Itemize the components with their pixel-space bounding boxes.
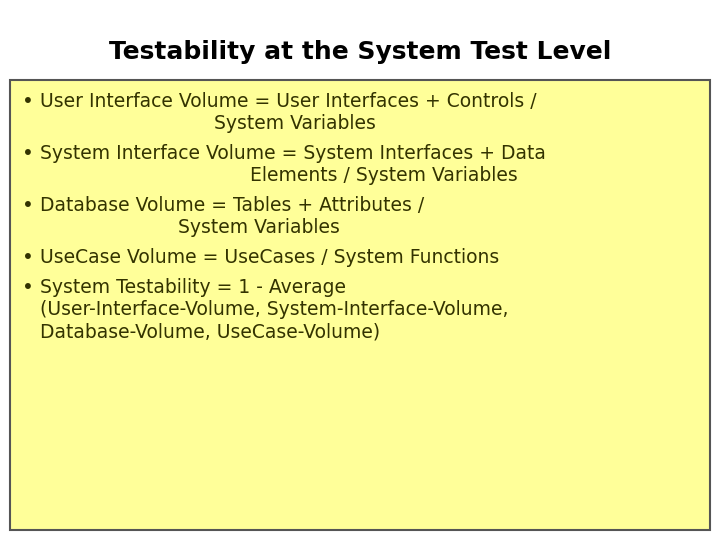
Text: Elements / System Variables: Elements / System Variables	[40, 166, 518, 185]
Text: (User-Interface-Volume, System-Interface-Volume,: (User-Interface-Volume, System-Interface…	[40, 300, 508, 319]
Text: •: •	[22, 278, 34, 297]
FancyBboxPatch shape	[10, 80, 710, 530]
Text: Testability at the System Test Level: Testability at the System Test Level	[109, 40, 611, 64]
Text: System Variables: System Variables	[40, 114, 376, 133]
Text: •: •	[22, 248, 34, 267]
Text: Database-Volume, UseCase-Volume): Database-Volume, UseCase-Volume)	[40, 322, 380, 341]
Text: System Testability = 1 - Average: System Testability = 1 - Average	[40, 278, 346, 297]
Text: User Interface Volume = User Interfaces + Controls /: User Interface Volume = User Interfaces …	[40, 92, 536, 111]
Text: •: •	[22, 144, 34, 163]
Text: System Variables: System Variables	[40, 218, 340, 237]
Text: Database Volume = Tables + Attributes /: Database Volume = Tables + Attributes /	[40, 196, 424, 215]
Text: System Interface Volume = System Interfaces + Data: System Interface Volume = System Interfa…	[40, 144, 546, 163]
Text: •: •	[22, 196, 34, 215]
Text: UseCase Volume = UseCases / System Functions: UseCase Volume = UseCases / System Funct…	[40, 248, 499, 267]
Text: •: •	[22, 92, 34, 111]
